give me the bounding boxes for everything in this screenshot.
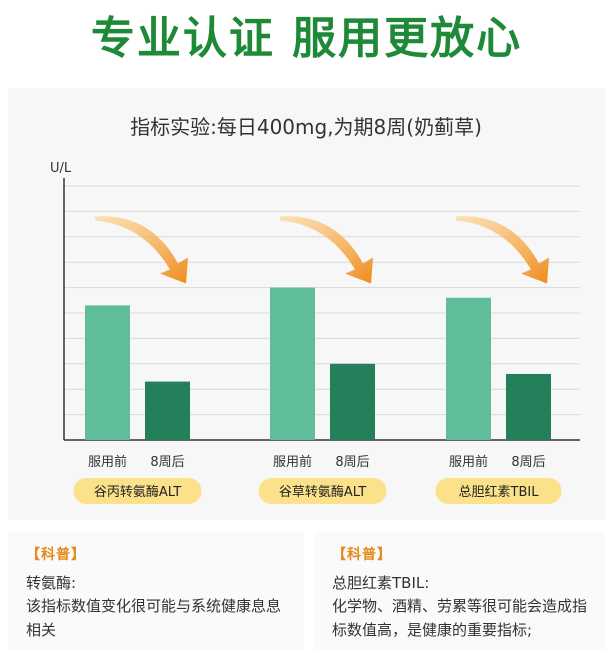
- y-axis-label: U/L: [50, 161, 72, 176]
- bar-before: [446, 297, 491, 440]
- group-label: 谷丙转氨酶ALT: [94, 484, 181, 500]
- science-note-transaminase: 【科普】 转氨酶: 该指标数值变化很可能与系统健康息息相关: [8, 532, 304, 650]
- group-label: 谷草转氨酶ALT: [279, 484, 366, 500]
- bar-after: [506, 373, 551, 440]
- tick-label-before: 服用前: [88, 454, 127, 470]
- decrease-arrow: [280, 216, 373, 284]
- chart-title: 指标实验:每日400mg,为期8周(奶蓟草): [130, 115, 482, 139]
- note-title: 转氨酶:: [26, 574, 77, 592]
- note-tag: 【科普】: [26, 547, 86, 563]
- science-note-bilirubin: 【科普】 总胆红素TBIL: 化学物、酒精、劳累等很可能会造成指标数值高，是健康…: [314, 532, 605, 650]
- note-body: 该指标数值变化很可能与系统健康息息相关: [26, 597, 282, 639]
- tick-label-after: 8周后: [335, 455, 369, 470]
- decrease-arrow: [456, 216, 549, 284]
- tick-label-before: 服用前: [449, 454, 488, 470]
- bar-chart: 指标实验:每日400mg,为期8周(奶蓟草) U/L 服用前 8周后谷丙转氨酶AL…: [50, 115, 580, 504]
- group-label: 总胆红素TBIL: [459, 484, 540, 500]
- tick-label-before: 服用前: [273, 454, 312, 470]
- decrease-arrow: [95, 216, 188, 284]
- tick-label-after: 8周后: [150, 455, 184, 470]
- group-badge: [258, 478, 387, 504]
- note-body: 化学物、酒精、劳累等很可能会造成指标数值高，是健康的重要指标;: [332, 597, 588, 639]
- bar-after: [145, 381, 190, 440]
- group-badge: [73, 478, 202, 504]
- bar-before: [270, 287, 315, 440]
- tick-label-after: 8周后: [511, 455, 545, 470]
- group-badge: [435, 478, 562, 504]
- bar-after: [330, 363, 375, 440]
- note-tag: 【科普】: [332, 547, 392, 563]
- note-title: 总胆红素TBIL:: [332, 574, 430, 592]
- bar-before: [85, 305, 130, 440]
- chart-panel: 指标实验:每日400mg,为期8周(奶蓟草) U/L 服用前 8周后谷丙转氨酶AL…: [8, 88, 605, 520]
- headline: 专业认证 服用更放心: [90, 13, 523, 64]
